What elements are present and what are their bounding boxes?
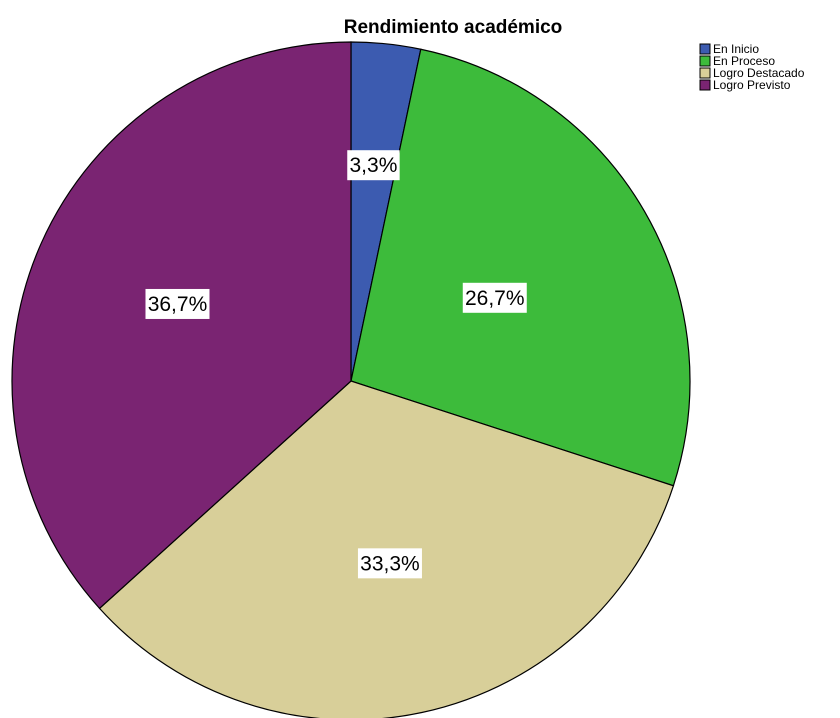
legend-swatch [699, 55, 711, 67]
data-label: 3,3% [347, 150, 400, 181]
data-label: 33,3% [357, 548, 422, 579]
data-label-box [462, 282, 527, 313]
data-label-text: 33,3% [360, 552, 420, 575]
data-label-text: 3,3% [350, 154, 398, 177]
pie-slice-logro-previsto [11, 41, 352, 610]
chart-title: Rendimiento académico [344, 17, 563, 38]
legend-label: Logro Previsto [713, 78, 791, 92]
legend-item: En Proceso [699, 54, 775, 68]
legend-label: Logro Destacado [713, 66, 805, 80]
legend-swatch [699, 43, 711, 55]
data-label-box [347, 150, 400, 181]
data-label-box [357, 548, 422, 579]
data-label: 26,7% [462, 282, 527, 313]
legend-swatch [699, 79, 711, 91]
legend-item: Logro Previsto [699, 78, 791, 92]
data-label-text: 26,7% [465, 287, 525, 310]
pie-slices [11, 41, 691, 718]
legend-label: En Proceso [713, 54, 775, 68]
data-label-text: 36,7% [148, 293, 208, 316]
legend-swatch [699, 67, 711, 79]
legend-item: En Inicio [699, 42, 759, 56]
data-labels: 3,3% 26,7% 33,3% 36,7% [145, 150, 527, 579]
pie-slice-en-proceso [350, 48, 691, 487]
legend-item: Logro Destacado [699, 66, 805, 80]
legend-label: En Inicio [713, 42, 759, 56]
data-label-box [145, 288, 210, 319]
data-label: 36,7% [145, 288, 210, 319]
